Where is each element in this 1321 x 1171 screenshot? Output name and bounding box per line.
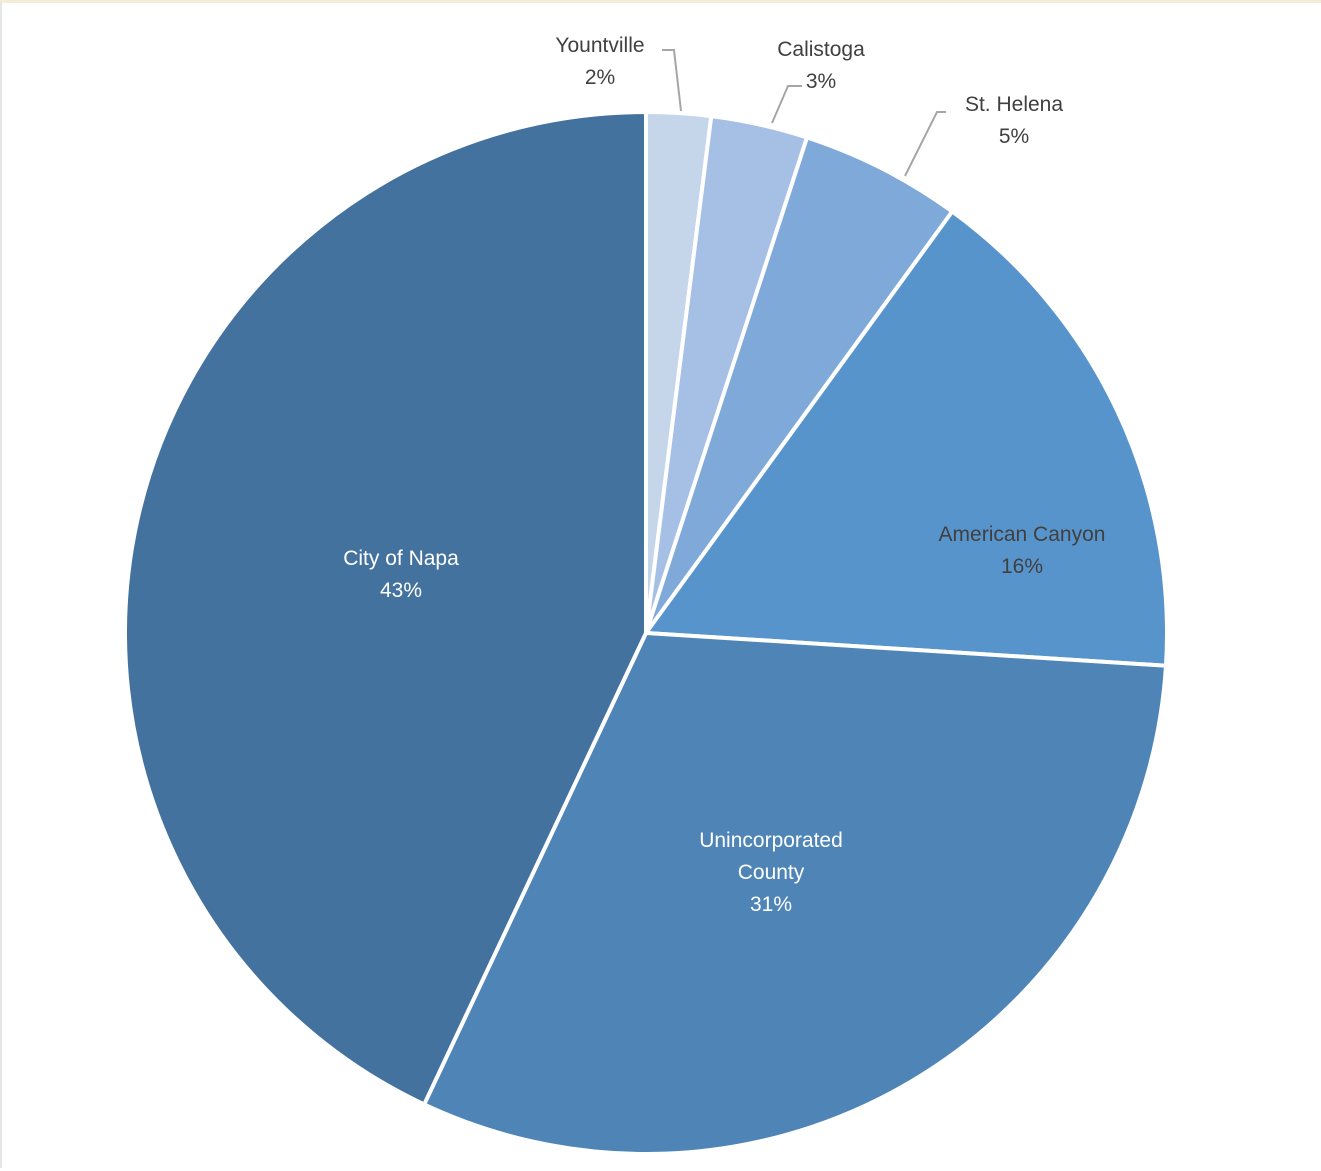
- data-label-name: Calistoga: [777, 38, 865, 61]
- data-label-percent: 43%: [380, 579, 422, 602]
- pie-chart: Yountville 2% Calistoga 3% St. Helena 5% Ameri…: [123, 34, 1169, 1156]
- data-label-american-canyon: American Canyon 16%: [939, 523, 1106, 578]
- data-label-st-helena: St. Helena 5%: [965, 93, 1063, 148]
- data-label-percent: 31%: [750, 893, 792, 916]
- pie-slice-st-helena: [644, 135, 955, 635]
- data-label-percent: 16%: [1001, 555, 1043, 578]
- data-label-name: County: [738, 861, 805, 884]
- pie-slices: [123, 110, 1169, 1156]
- pie-slice-unincorporated-county: [422, 631, 1168, 1156]
- leader-line-yountville: [662, 49, 682, 112]
- leader-line-calistoga: [771, 85, 802, 124]
- data-label-unincorporated-county: Unincorporated County 31%: [699, 829, 843, 916]
- data-label-name: Yountville: [555, 34, 644, 57]
- pie-slice-city-of-napa: [123, 110, 648, 1107]
- data-label-city-of-napa: City of Napa 43%: [343, 547, 459, 602]
- data-label-name: American Canyon: [939, 523, 1106, 546]
- data-label-name: St. Helena: [965, 93, 1063, 116]
- data-label-name: City of Napa: [343, 547, 459, 570]
- pie-slice-american-canyon: [644, 209, 1169, 668]
- data-labels: Yountville 2% Calistoga 3% St. Helena 5% Ameri…: [343, 34, 1105, 916]
- data-label-percent: 3%: [806, 70, 836, 93]
- leader-lines: [662, 49, 946, 177]
- data-label-percent: 5%: [999, 125, 1029, 148]
- leader-line-st-helena: [904, 111, 946, 177]
- data-label-yountville: Yountville 2%: [555, 34, 644, 89]
- data-label-percent: 2%: [585, 66, 615, 89]
- data-label-calistoga: Calistoga 3%: [777, 38, 865, 93]
- data-label-name: Unincorporated: [699, 829, 843, 852]
